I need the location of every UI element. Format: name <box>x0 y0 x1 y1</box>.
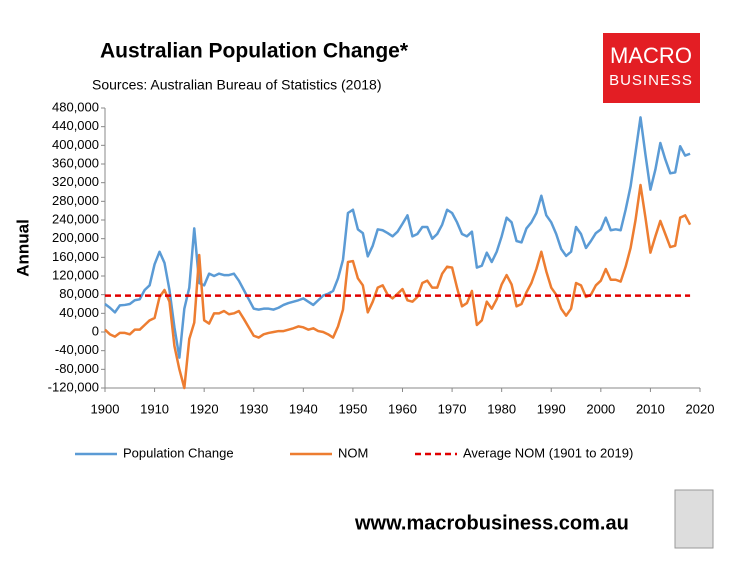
y-tick-label: 160,000 <box>52 249 99 264</box>
x-tick-label: 1970 <box>438 401 467 416</box>
y-tick-label: 480,000 <box>52 99 99 114</box>
x-tick-label: 1930 <box>239 401 268 416</box>
data-line <box>104 116 691 359</box>
y-tick-label: 440,000 <box>52 118 99 133</box>
x-tick-label: 1900 <box>91 401 120 416</box>
y-tick-label: 240,000 <box>52 211 99 226</box>
y-tick-label: 360,000 <box>52 155 99 170</box>
x-tick-label: 1960 <box>388 401 417 416</box>
y-tick-label: 400,000 <box>52 137 99 152</box>
legend-label: Population Change <box>123 445 234 460</box>
x-tick-label: 2020 <box>686 401 715 416</box>
x-tick-label: 1920 <box>190 401 219 416</box>
x-tick-label: 1980 <box>487 401 516 416</box>
y-tick-label: 200,000 <box>52 230 99 245</box>
y-tick-label: -40,000 <box>55 342 99 357</box>
y-tick-label: -120,000 <box>48 379 99 394</box>
chart-subtitle: Sources: Australian Bureau of Statistics… <box>92 77 381 93</box>
y-tick-label: -80,000 <box>55 361 99 376</box>
x-tick-label: 1990 <box>537 401 566 416</box>
x-tick-label: 1950 <box>338 401 367 416</box>
x-tick-label: 1910 <box>140 401 169 416</box>
chart-title: Australian Population Change* <box>100 40 409 63</box>
logo-text: MACRO <box>610 43 692 68</box>
legend-label: NOM <box>338 445 368 460</box>
x-tick-label: 1940 <box>289 401 318 416</box>
legend-label: Average NOM (1901 to 2019) <box>463 445 633 460</box>
y-tick-label: 120,000 <box>52 267 99 282</box>
y-axis-label: Annual <box>13 219 32 277</box>
x-tick-label: 2000 <box>586 401 615 416</box>
x-tick-label: 2010 <box>636 401 665 416</box>
wolf-icon <box>674 489 714 549</box>
y-tick-label: 320,000 <box>52 174 99 189</box>
y-tick-label: 40,000 <box>59 305 99 320</box>
logo-box <box>603 33 700 103</box>
data-line <box>104 183 692 390</box>
y-tick-label: 280,000 <box>52 193 99 208</box>
y-tick-label: 0 <box>92 323 99 338</box>
y-tick-label: 80,000 <box>59 286 99 301</box>
logo-text: BUSINESS <box>609 72 693 89</box>
footer-url: www.macrobusiness.com.au <box>354 512 629 534</box>
